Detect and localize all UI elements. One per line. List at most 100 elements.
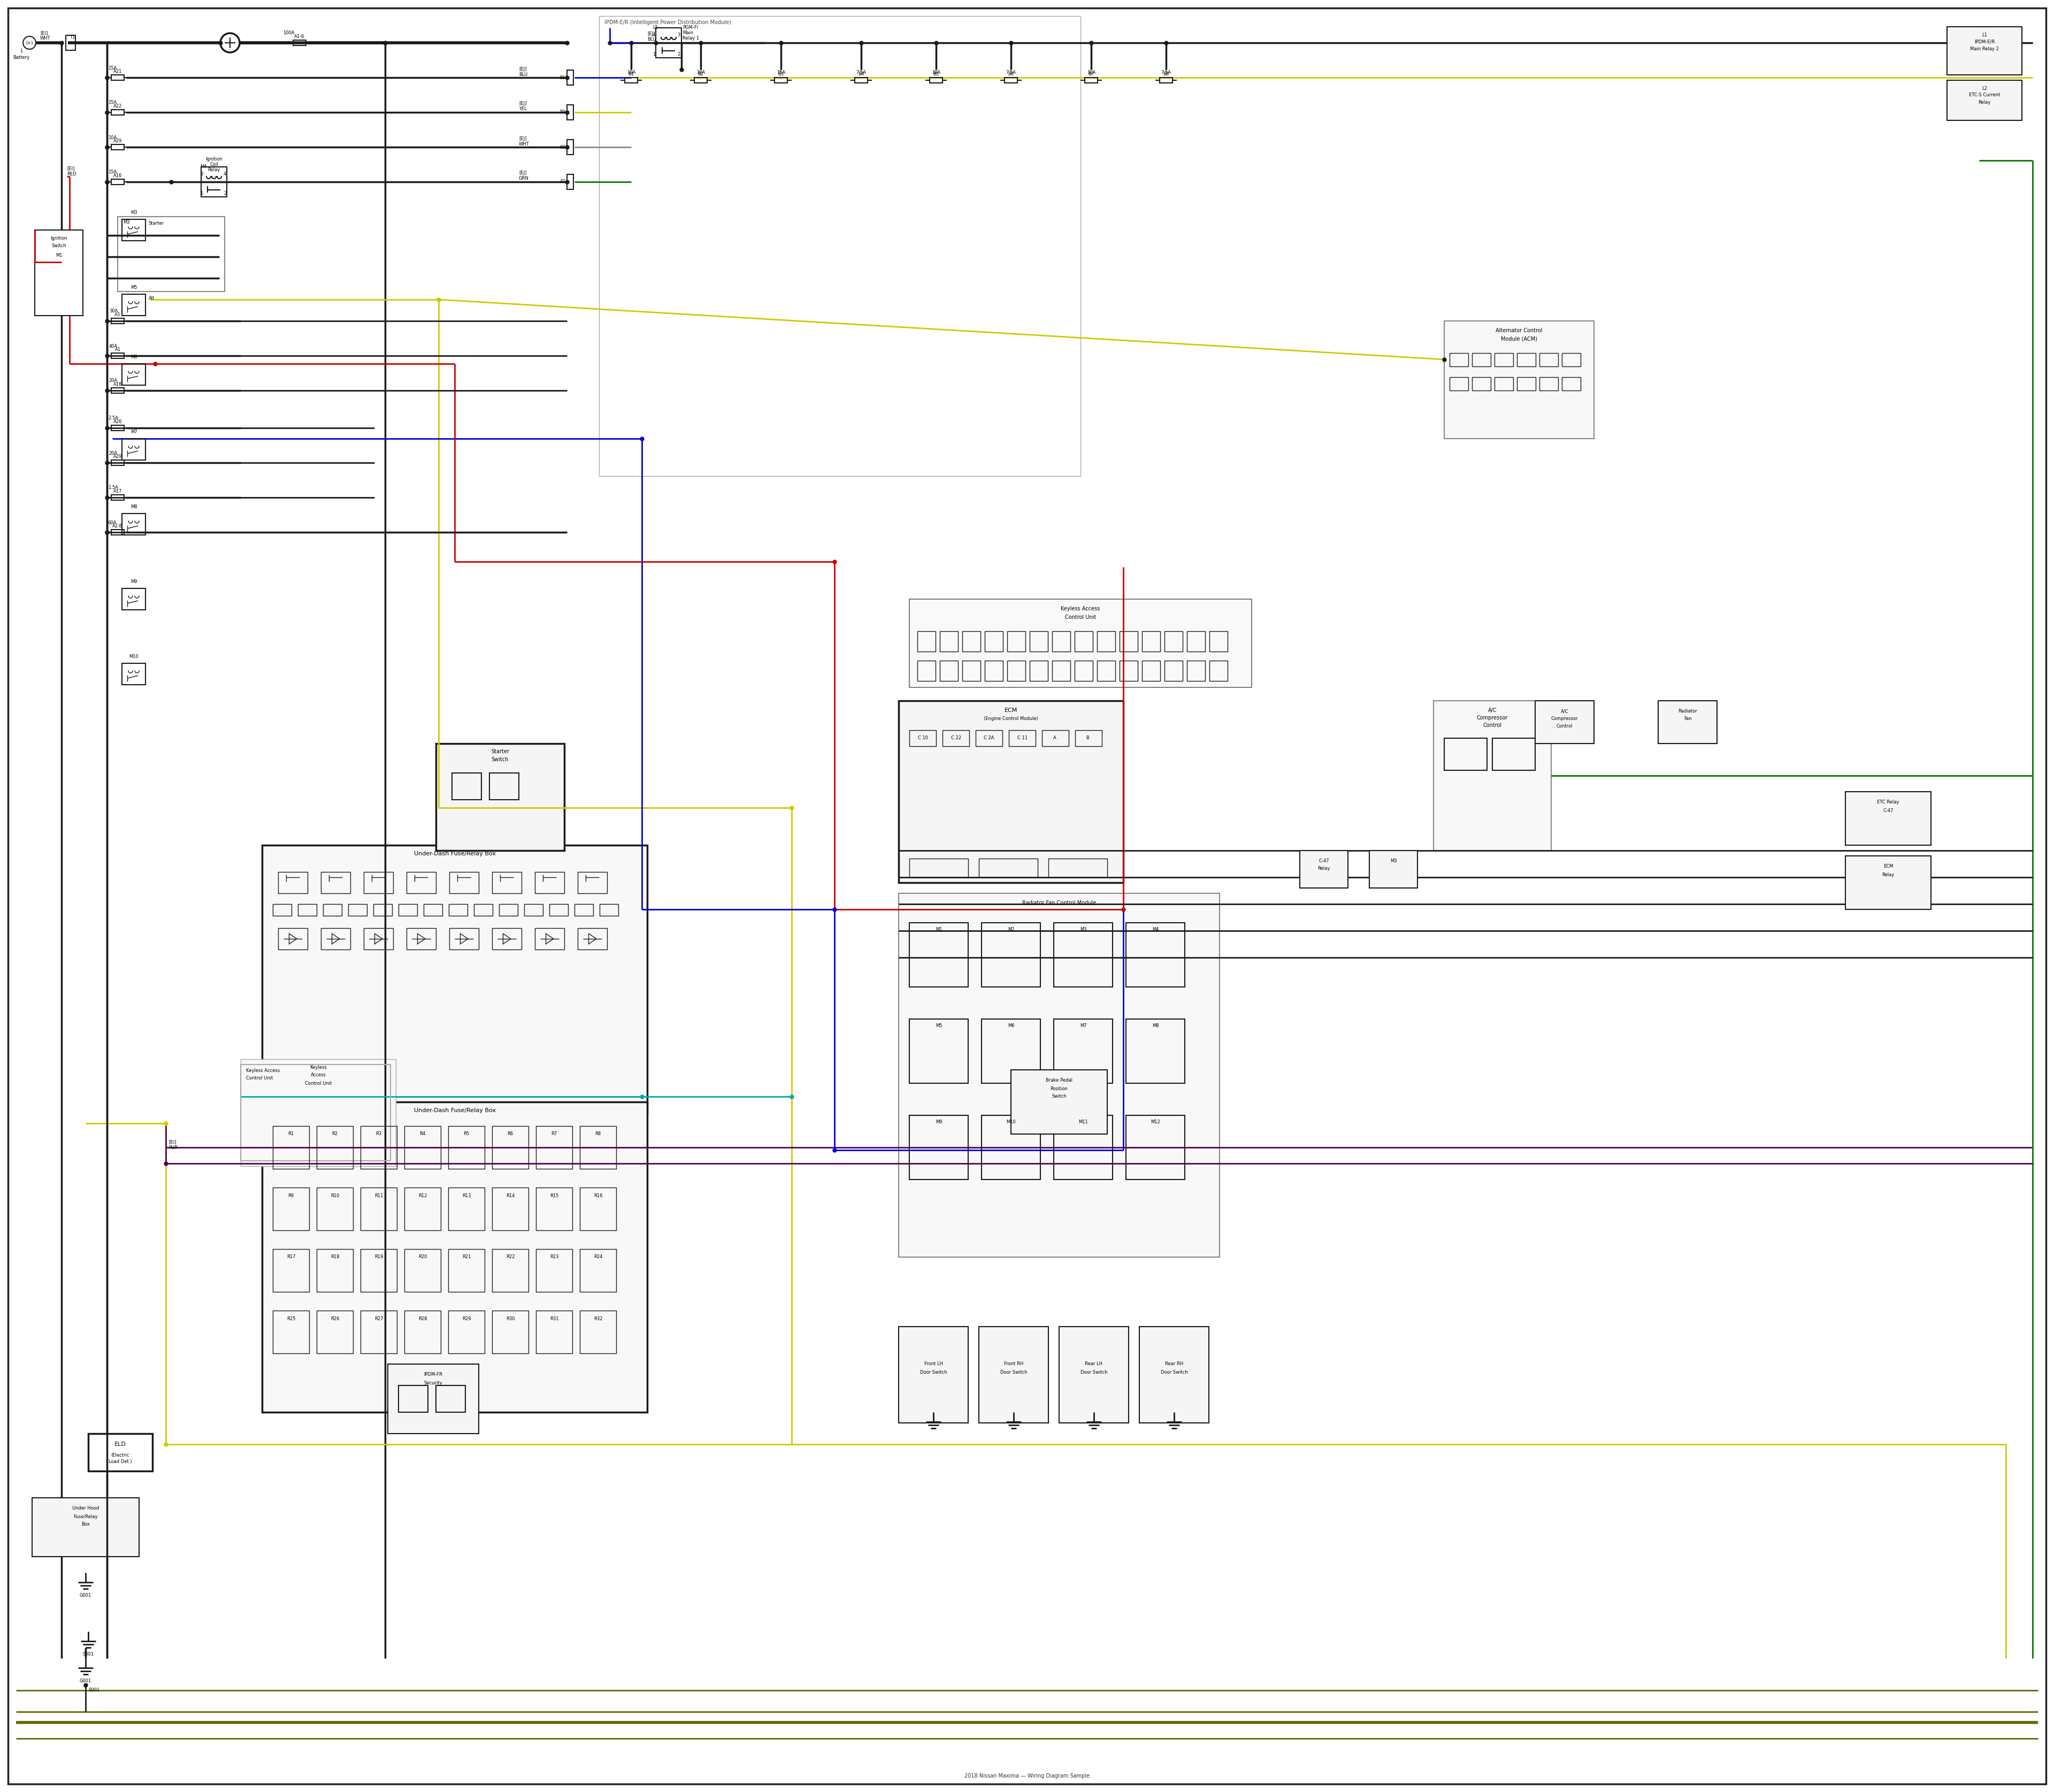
Bar (900, 1326, 967, 1423)
Bar (1473, 376, 1491, 391)
Bar (1054, 1020, 1113, 1082)
Bar (1187, 661, 1206, 681)
Text: [EJ]: [EJ] (647, 32, 655, 36)
Text: A17: A17 (113, 489, 121, 495)
Bar (1444, 321, 1594, 439)
Text: Switch: Switch (1052, 1095, 1066, 1098)
Bar (1048, 858, 1107, 878)
Text: C 11: C 11 (1017, 737, 1027, 740)
Bar (900, 894, 1220, 1256)
Bar (450, 928, 479, 950)
Text: 59: 59 (561, 109, 565, 115)
Bar (320, 873, 351, 894)
Bar (111, 461, 123, 466)
Text: ETC-S Current: ETC-S Current (1970, 93, 2001, 97)
Bar (982, 923, 1041, 987)
Bar (1370, 851, 1417, 889)
Bar (493, 1125, 528, 1168)
Text: M3: M3 (1080, 926, 1087, 932)
Text: PGM-FI: PGM-FI (682, 25, 698, 30)
Text: Load Det.): Load Det.) (109, 1459, 131, 1464)
Text: Alternator Control: Alternator Control (1495, 328, 1543, 333)
Bar (1085, 77, 1097, 82)
Text: M1: M1 (935, 926, 943, 932)
Bar (322, 903, 341, 916)
Text: Box: Box (82, 1521, 90, 1527)
Bar (111, 179, 123, 185)
Bar (489, 772, 520, 799)
Bar (121, 294, 146, 315)
Bar (579, 1188, 616, 1231)
Bar (694, 77, 707, 82)
Text: 60A: 60A (109, 520, 117, 525)
Text: 15A: 15A (109, 66, 117, 70)
Bar (1473, 353, 1491, 366)
Bar (600, 16, 1080, 477)
Text: 30A: 30A (109, 308, 117, 314)
Bar (984, 631, 1002, 652)
Text: R23: R23 (550, 1254, 559, 1260)
Bar (943, 729, 969, 745)
Bar (1074, 661, 1093, 681)
Text: 10A: 10A (696, 70, 705, 75)
Bar (66, 36, 76, 50)
Text: Door Switch: Door Switch (1080, 1371, 1107, 1374)
Text: A1: A1 (115, 348, 121, 351)
Bar (577, 928, 608, 950)
Bar (1009, 729, 1035, 745)
Text: M11: M11 (1078, 1120, 1089, 1124)
Bar (1444, 738, 1487, 771)
Bar (364, 873, 392, 894)
Text: (Engine Control Module): (Engine Control Module) (984, 717, 1037, 722)
Bar (111, 387, 123, 392)
Bar (405, 1125, 442, 1168)
Text: A18: A18 (113, 382, 121, 387)
Text: C-47: C-47 (1884, 808, 1894, 814)
Text: Under Hood: Under Hood (72, 1505, 99, 1511)
Text: A/C: A/C (1487, 708, 1497, 713)
Bar (362, 1310, 396, 1353)
Text: R4: R4 (419, 1131, 425, 1136)
Bar (1119, 631, 1138, 652)
Text: M5: M5 (935, 1023, 943, 1029)
Text: 59: 59 (561, 75, 565, 81)
Text: 10A: 10A (109, 134, 117, 140)
Text: RED: RED (68, 172, 76, 176)
Bar (405, 1249, 442, 1292)
Bar (1561, 353, 1582, 366)
Text: R13: R13 (462, 1193, 470, 1199)
Bar (1052, 631, 1070, 652)
Bar (1300, 851, 1347, 889)
Text: C 2A: C 2A (984, 737, 994, 740)
Bar (273, 1310, 310, 1353)
Text: (+): (+) (27, 41, 33, 45)
Text: 10A: 10A (626, 70, 635, 75)
Bar (980, 858, 1037, 878)
Text: [EJ]: [EJ] (520, 136, 526, 142)
Bar (1052, 661, 1070, 681)
Text: Fan: Fan (1684, 717, 1692, 722)
Bar (1187, 631, 1206, 652)
Text: M9: M9 (935, 1120, 943, 1124)
Text: R16: R16 (594, 1193, 602, 1199)
Bar (493, 1310, 528, 1353)
Text: [EI]: [EI] (41, 30, 47, 36)
Bar (407, 928, 435, 950)
Text: S001: S001 (82, 1652, 94, 1656)
Bar (1054, 1115, 1113, 1179)
Text: YEL: YEL (520, 108, 526, 111)
Text: B: B (1087, 737, 1091, 740)
Bar (1495, 353, 1514, 366)
Bar (448, 1125, 485, 1168)
Text: 1: 1 (199, 192, 203, 195)
Text: 7.5A: 7.5A (1006, 70, 1017, 75)
Text: A29: A29 (113, 138, 121, 143)
Bar (1097, 661, 1115, 681)
Text: [EJ]: [EJ] (520, 102, 526, 106)
Bar (1041, 729, 1068, 745)
Bar (941, 631, 957, 652)
Text: M12: M12 (1150, 1120, 1161, 1124)
Text: PUR: PUR (168, 1145, 177, 1150)
Text: R5: R5 (464, 1131, 470, 1136)
Text: 7.5A: 7.5A (857, 70, 867, 75)
